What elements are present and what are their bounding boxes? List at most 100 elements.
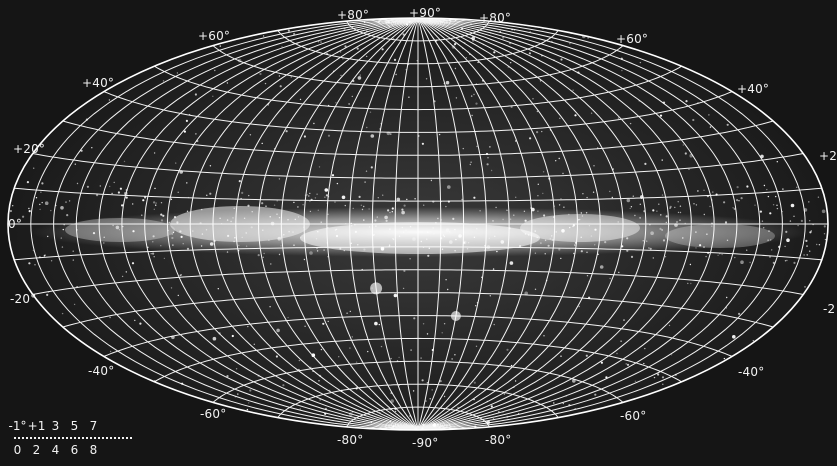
star bbox=[28, 207, 30, 210]
parallel-line bbox=[14, 246, 822, 261]
star bbox=[736, 186, 739, 189]
star bbox=[96, 194, 99, 197]
star bbox=[262, 229, 264, 231]
star bbox=[351, 225, 353, 227]
star bbox=[257, 254, 260, 257]
star bbox=[152, 252, 155, 255]
star bbox=[621, 69, 623, 72]
star bbox=[650, 231, 654, 235]
star bbox=[466, 248, 469, 250]
star bbox=[172, 231, 175, 234]
star bbox=[278, 178, 281, 180]
star bbox=[572, 89, 574, 91]
star bbox=[579, 218, 581, 221]
star bbox=[250, 226, 253, 229]
star bbox=[537, 195, 539, 197]
star bbox=[563, 206, 565, 208]
star bbox=[185, 119, 188, 122]
star bbox=[493, 323, 495, 326]
star bbox=[620, 340, 622, 342]
star bbox=[685, 100, 688, 103]
star bbox=[561, 229, 565, 233]
star bbox=[206, 194, 208, 196]
star bbox=[119, 187, 122, 190]
parallel-line bbox=[103, 91, 733, 133]
left-minus20-label: -20° bbox=[10, 292, 37, 306]
star bbox=[770, 239, 772, 241]
star bbox=[309, 210, 312, 213]
star bbox=[492, 268, 495, 270]
star bbox=[746, 249, 748, 251]
star bbox=[772, 204, 775, 206]
star bbox=[253, 343, 255, 345]
star bbox=[298, 359, 301, 362]
star bbox=[703, 189, 705, 191]
star bbox=[343, 249, 345, 252]
star bbox=[163, 257, 166, 260]
star bbox=[249, 389, 252, 392]
star bbox=[455, 97, 458, 99]
star bbox=[785, 230, 788, 233]
star bbox=[72, 250, 74, 252]
star bbox=[649, 247, 652, 250]
star bbox=[268, 239, 270, 241]
star bbox=[175, 162, 177, 164]
scale-bottom-value: 2 bbox=[32, 443, 41, 457]
star bbox=[784, 260, 787, 262]
star bbox=[677, 211, 680, 214]
star bbox=[336, 182, 339, 185]
star bbox=[706, 233, 708, 235]
star bbox=[398, 235, 401, 237]
star bbox=[506, 348, 509, 351]
scale-bottom-value: 4 bbox=[51, 443, 60, 457]
star bbox=[262, 35, 265, 37]
star bbox=[153, 256, 155, 258]
star bbox=[784, 245, 786, 248]
star bbox=[558, 204, 561, 206]
star bbox=[585, 212, 588, 214]
star bbox=[810, 230, 812, 232]
star bbox=[560, 355, 562, 357]
star bbox=[402, 287, 405, 290]
star bbox=[366, 55, 368, 58]
star bbox=[452, 217, 455, 220]
star bbox=[26, 181, 29, 184]
star bbox=[331, 174, 335, 177]
star bbox=[65, 201, 67, 203]
star bbox=[805, 239, 808, 242]
star bbox=[153, 208, 155, 210]
star bbox=[374, 219, 377, 222]
star bbox=[46, 293, 49, 296]
star bbox=[262, 256, 264, 258]
star bbox=[401, 226, 403, 229]
star bbox=[351, 336, 353, 338]
scale-top-value: 7 bbox=[89, 419, 98, 433]
star bbox=[644, 347, 646, 350]
star bbox=[381, 48, 384, 51]
star bbox=[340, 74, 342, 77]
star bbox=[342, 58, 344, 60]
star bbox=[670, 354, 673, 356]
star bbox=[316, 193, 318, 195]
star bbox=[269, 216, 271, 218]
star bbox=[134, 319, 136, 322]
bottom-90-label: -90° bbox=[412, 436, 439, 450]
star bbox=[592, 191, 595, 193]
star bbox=[532, 98, 534, 100]
star bbox=[537, 183, 539, 185]
star bbox=[806, 254, 808, 256]
star bbox=[365, 170, 368, 172]
star bbox=[245, 245, 248, 247]
star bbox=[80, 149, 83, 152]
star bbox=[293, 244, 295, 246]
right-40-label: +40° bbox=[737, 82, 770, 96]
star bbox=[179, 230, 182, 233]
star bbox=[617, 117, 620, 119]
star bbox=[454, 228, 456, 231]
star bbox=[626, 237, 629, 240]
star bbox=[288, 231, 290, 233]
star bbox=[509, 261, 514, 265]
star bbox=[177, 294, 179, 297]
star bbox=[534, 230, 536, 232]
parallel-line bbox=[62, 120, 774, 156]
